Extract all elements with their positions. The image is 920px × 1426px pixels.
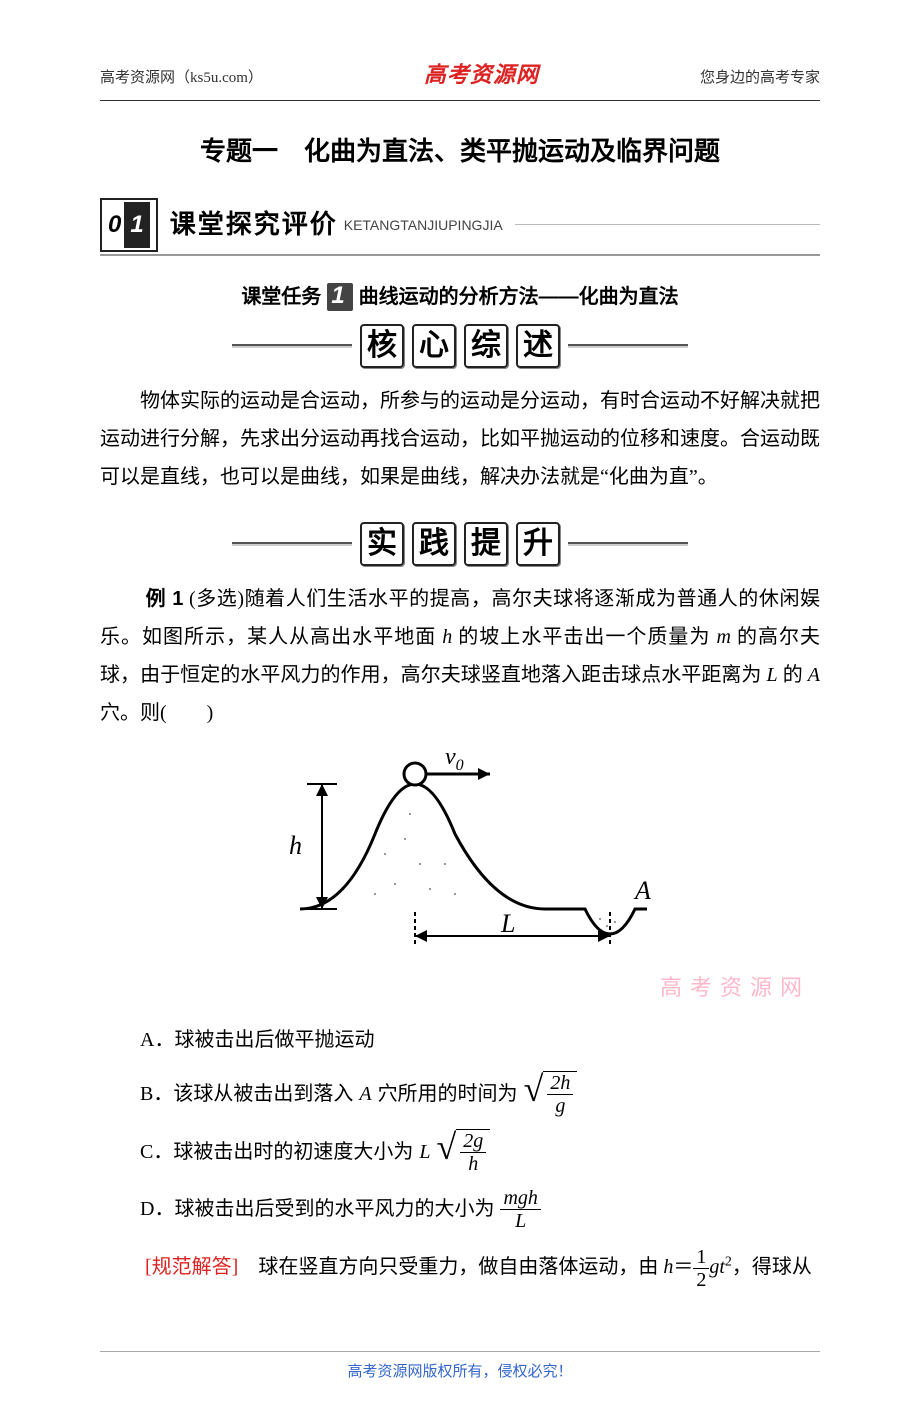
frac-den: h xyxy=(465,1153,481,1175)
fraction: mgh L xyxy=(500,1187,540,1232)
sqrt-icon: √ xyxy=(524,1071,544,1117)
option-D: D．球被击出后受到的水平风力的大小为 mgh L xyxy=(140,1187,820,1232)
header-slogan: 您身边的高考专家 xyxy=(700,64,820,93)
var-A: A xyxy=(359,1075,371,1113)
char-box: 综 xyxy=(464,324,508,368)
frac-num: mgh xyxy=(500,1187,540,1210)
option-C: C．球被击出时的初速度大小为 L √ 2g h xyxy=(140,1129,820,1175)
section-pinyin: KETANGTANJIUPINGJIA xyxy=(344,212,503,239)
example-fragment: 的 xyxy=(778,664,808,686)
example-text: 例 1 (多选)随着人们生活水平的提高，高尔夫球将逐渐成为普通人的休闲娱乐。如图… xyxy=(100,580,820,732)
header-site: 高考资源网（ks5u.com） xyxy=(100,64,263,93)
boxed-heading-core: 核 心 综 述 xyxy=(100,324,820,368)
option-A-text: A．球被击出后做平抛运动 xyxy=(140,1021,374,1059)
problem-figure: v0 h A L xyxy=(100,744,820,967)
boxed-heading-practice: 实 践 提 升 xyxy=(100,522,820,566)
section-number-box: 0 1 xyxy=(100,198,158,252)
fraction: 2h g xyxy=(547,1072,573,1117)
frac-num: 2g xyxy=(460,1130,486,1153)
sqrt-expr: √ 2h g xyxy=(524,1071,578,1117)
task-header: 课堂任务 1 曲线运动的分析方法——化曲为直法 xyxy=(100,278,820,316)
task-badge: 1 xyxy=(327,283,352,311)
task-label: 曲线运动的分析方法——化曲为直法 xyxy=(359,278,679,316)
rule-left xyxy=(232,542,352,546)
section-label: 课堂探究评价 xyxy=(170,200,338,249)
frac-den: L xyxy=(512,1210,529,1232)
var-h: h xyxy=(663,1256,673,1278)
var-A: A xyxy=(808,664,820,686)
var-L: L xyxy=(419,1133,430,1171)
fraction: 12 xyxy=(693,1246,709,1291)
fraction: 2g h xyxy=(460,1130,486,1175)
rule-right xyxy=(568,344,688,348)
watermark: 高考资源网 xyxy=(100,967,810,1009)
header-title: 高考资源网 xyxy=(424,54,539,96)
frac-den: 2 xyxy=(693,1269,709,1291)
section-number-main: 0 xyxy=(108,202,121,248)
example-label: 例 1 xyxy=(146,588,184,610)
char-box: 述 xyxy=(516,324,560,368)
answer-fragment: 球在竖直方向只受重力，做自由落体运动，由 xyxy=(238,1256,663,1278)
label-L: L xyxy=(500,909,515,938)
label-v0: v0 xyxy=(445,744,464,774)
task-prefix: 课堂任务 xyxy=(241,278,321,316)
paragraph-core: 物体实际的运动是合运动，所参与的运动是分运动，有时合运动不好解决就把运动进行分解… xyxy=(100,382,820,496)
option-B-pre: B．该球从被击出到落入 xyxy=(140,1075,353,1113)
var-gt: gt xyxy=(709,1256,725,1278)
page-footer: 高考资源网版权所有，侵权必究！ xyxy=(100,1351,820,1387)
rule-left xyxy=(232,344,352,348)
frac-num: 2h xyxy=(547,1072,573,1095)
char-box: 实 xyxy=(360,522,404,566)
char-box: 核 xyxy=(360,324,404,368)
section-header: 0 1 课堂探究评价 KETANGTANJIUPINGJIA xyxy=(100,198,820,256)
answer-fragment: ，得球从 xyxy=(732,1256,812,1278)
example-fragment: 的坡上水平击出一个质量为 xyxy=(452,626,716,648)
section-number-sub: 1 xyxy=(124,202,149,248)
option-A: A．球被击出后做平抛运动 xyxy=(140,1021,820,1059)
arrow-head-icon xyxy=(415,930,427,942)
example-fragment: 穴。则( ) xyxy=(100,702,213,724)
char-box: 践 xyxy=(412,522,456,566)
char-box: 心 xyxy=(412,324,456,368)
option-B: B．该球从被击出到落入 A 穴所用的时间为 √ 2h g xyxy=(140,1071,820,1117)
char-box: 升 xyxy=(516,522,560,566)
arrow-head-icon xyxy=(478,768,490,780)
example-tag: (多选) xyxy=(189,588,244,610)
exponent: 2 xyxy=(725,1254,732,1269)
answer-label: [规范解答] xyxy=(145,1256,238,1278)
sqrt-expr: √ 2g h xyxy=(436,1129,490,1175)
var-m: m xyxy=(716,626,730,648)
frac-den: g xyxy=(552,1095,568,1117)
option-B-mid: 穴所用的时间为 xyxy=(378,1075,518,1113)
sqrt-body: 2h g xyxy=(543,1071,577,1117)
section-rule xyxy=(515,224,820,225)
sqrt-icon: √ xyxy=(436,1129,456,1175)
label-h: h xyxy=(289,831,302,860)
label-A: A xyxy=(633,876,651,905)
options-list: A．球被击出后做平抛运动 B．该球从被击出到落入 A 穴所用的时间为 √ 2h … xyxy=(140,1021,820,1232)
option-D-pre: D．球被击出后受到的水平风力的大小为 xyxy=(140,1190,494,1228)
ground-outline xyxy=(300,784,647,934)
char-box: 提 xyxy=(464,522,508,566)
sqrt-body: 2g h xyxy=(456,1129,490,1175)
page-header: 高考资源网（ks5u.com） 高考资源网 您身边的高考专家 xyxy=(100,54,820,101)
rule-right xyxy=(568,542,688,546)
var-h: h xyxy=(442,626,452,648)
eq-sign: ＝ xyxy=(673,1256,693,1278)
answer-paragraph: [规范解答] 球在竖直方向只受重力，做自由落体运动，由 h＝12gt2，得球从 xyxy=(100,1246,820,1291)
ball-icon xyxy=(404,763,426,785)
page-title: 专题一 化曲为直法、类平抛运动及临界问题 xyxy=(100,127,820,176)
var-L: L xyxy=(767,664,778,686)
figure-svg: v0 h A L xyxy=(245,744,675,954)
option-C-pre: C．球被击出时的初速度大小为 xyxy=(140,1133,413,1171)
arrow-head-icon xyxy=(316,784,328,796)
frac-num: 1 xyxy=(693,1246,709,1269)
